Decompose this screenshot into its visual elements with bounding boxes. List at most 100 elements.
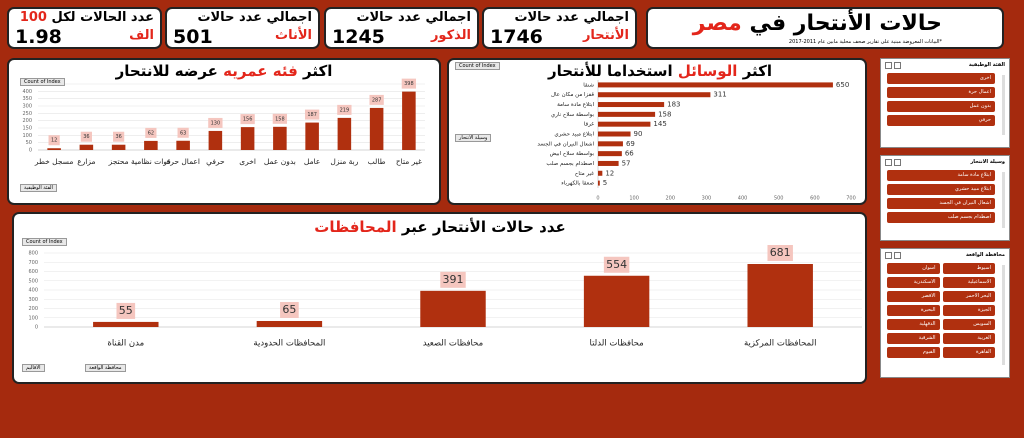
- slicer-item[interactable]: الجيزة: [942, 305, 995, 316]
- kpi-value: 501: [173, 26, 213, 48]
- y-tick-label: اصطدام بجسم صلب: [546, 161, 594, 167]
- data-label: 55: [119, 304, 133, 317]
- kpi-value: 1.98: [15, 26, 62, 48]
- bar: [747, 264, 813, 327]
- slicer-title: الفئة الوظيفية: [968, 62, 1005, 68]
- filter-button[interactable]: وسيلة الانتحار: [455, 134, 492, 142]
- slicer-icon[interactable]: [885, 252, 892, 259]
- bar: [144, 140, 158, 150]
- slicer-item[interactable]: الاقصر: [887, 291, 940, 302]
- x-tick-label: محتجز: [108, 157, 129, 166]
- data-label-box: [116, 302, 136, 319]
- data-label: 69: [626, 140, 635, 148]
- slicer-icon[interactable]: [894, 252, 901, 259]
- y-tick-label: 500: [28, 278, 38, 284]
- slicer-item[interactable]: ابتلاع مبيد حشري: [887, 184, 995, 195]
- kpi-label: اجمالي عدد حالات: [197, 10, 312, 25]
- bar: [402, 91, 416, 150]
- y-tick-label: 700: [28, 260, 38, 266]
- data-label-box: [369, 94, 384, 105]
- slicer-item[interactable]: القاهرة: [942, 347, 995, 358]
- y-tick-label: 200: [22, 118, 32, 124]
- slicer-item[interactable]: اصطدام بجسم صلب: [887, 212, 995, 223]
- kpi-value: 1746: [490, 26, 543, 48]
- data-label: 681: [770, 246, 791, 259]
- chart-title: اكثر فئه عمريه عرضه للانتحار: [24, 62, 424, 80]
- data-label-box: [240, 114, 255, 125]
- slicer-title: محافظة الواقعة: [965, 252, 1005, 258]
- filter-button[interactable]: محافظة الواقعة: [85, 364, 126, 372]
- data-label: 66: [625, 150, 634, 158]
- x-tick-label: 0: [596, 196, 599, 202]
- filter-button[interactable]: الاقاليم: [22, 364, 45, 372]
- slicer-item[interactable]: اسيوط: [942, 263, 995, 274]
- bar: [273, 126, 287, 150]
- y-tick-label: ابتلاع مبيد حشري: [554, 132, 594, 138]
- data-label: 12: [51, 138, 57, 144]
- bar: [305, 122, 319, 150]
- slicer: محافظة الواقعة اسيوط اسوان الاسماعيلية الاسك…: [880, 248, 1010, 378]
- data-label-box: [337, 104, 352, 115]
- subtitle: *البيانات المعروضة مبنية على تقارير صحف …: [788, 39, 942, 45]
- data-label: 5: [603, 179, 607, 187]
- slicer-item[interactable]: اعمال حرة: [887, 87, 995, 98]
- y-tick-label: 0: [29, 148, 32, 154]
- slicer-item[interactable]: البحيرة: [887, 305, 940, 316]
- bar: [79, 144, 94, 150]
- slicer-item[interactable]: الشرقية: [887, 333, 940, 344]
- x-tick-label: طالب: [368, 157, 386, 166]
- data-label: 62: [148, 130, 154, 136]
- title-text: اكثر: [303, 62, 333, 80]
- slicer-item[interactable]: اخرى: [887, 73, 995, 84]
- y-tick-label: 400: [28, 288, 38, 294]
- slicer-item[interactable]: السويس: [942, 319, 995, 330]
- slicer-icon[interactable]: [885, 159, 892, 166]
- slicer-item[interactable]: ابتلاع مادة سامة: [887, 170, 995, 181]
- header-card: حالات الأنتحار في مصر *البيانات المعروضة…: [646, 7, 1004, 49]
- slicer-item[interactable]: بدون عمل: [887, 101, 995, 112]
- data-label: 36: [115, 134, 121, 140]
- y-tick-label: 300: [28, 297, 38, 303]
- data-label: 391: [443, 273, 464, 286]
- slicer-item[interactable]: الغربية: [942, 333, 995, 344]
- x-tick-label: مزارع: [77, 157, 95, 166]
- slicer-item[interactable]: البحر الاحمر: [942, 291, 995, 302]
- y-tick-label: 0: [35, 325, 38, 331]
- slicer-item[interactable]: الدقهلية: [887, 319, 940, 330]
- kpi-sublabel: الأنتحار: [582, 28, 629, 43]
- field-button[interactable]: Count of Index: [22, 238, 67, 246]
- bar: [598, 102, 665, 108]
- data-label-box: [440, 271, 466, 288]
- bar: [208, 130, 223, 150]
- x-tick-label: غير متاح: [396, 157, 422, 166]
- data-label: 398: [404, 81, 414, 87]
- field-button[interactable]: Count of Index: [455, 62, 500, 70]
- data-label: 57: [622, 159, 631, 167]
- y-tick-label: 600: [28, 269, 38, 275]
- y-tick-label: قفزا من مكان عال: [551, 91, 594, 98]
- filter-button[interactable]: الفئة الوظيفية: [20, 184, 57, 192]
- kpi-label-text: اجمالي عدد حالات: [197, 10, 312, 25]
- slicer-item[interactable]: حرفي: [887, 115, 995, 126]
- slicer-icon[interactable]: [894, 159, 901, 166]
- slicer-item[interactable]: الاسكندرية: [887, 277, 940, 288]
- x-tick-label: المحافظات المركزية: [744, 339, 817, 349]
- kpi-card: اجمالي عدد حالات الأناث 501: [165, 7, 320, 49]
- slicer-icon[interactable]: [894, 62, 901, 69]
- slicer-item[interactable]: اشعال النيران في الجسد: [887, 198, 995, 209]
- title-text: عدد حالات الأنتحار عبر: [401, 218, 566, 236]
- bar: [240, 127, 255, 150]
- slicer-icon[interactable]: [885, 62, 892, 69]
- slicer-item[interactable]: اسوان: [887, 263, 940, 274]
- slicer-item[interactable]: الفيوم: [887, 347, 940, 358]
- data-label-box: [767, 245, 793, 262]
- slicer: وسيلة الانتحار ابتلاع مادة سامة ابتلاع مبي…: [880, 155, 1010, 241]
- y-tick-label: اشعال النيران في الجسد: [537, 141, 594, 147]
- scrollbar: [1002, 75, 1005, 135]
- field-button[interactable]: Count of Index: [20, 78, 65, 86]
- data-label-box: [113, 131, 125, 142]
- slicer-item[interactable]: الاسماعيلية: [942, 277, 995, 288]
- scrollbar: [1002, 172, 1005, 228]
- x-tick-label: مدن القناة: [107, 339, 144, 349]
